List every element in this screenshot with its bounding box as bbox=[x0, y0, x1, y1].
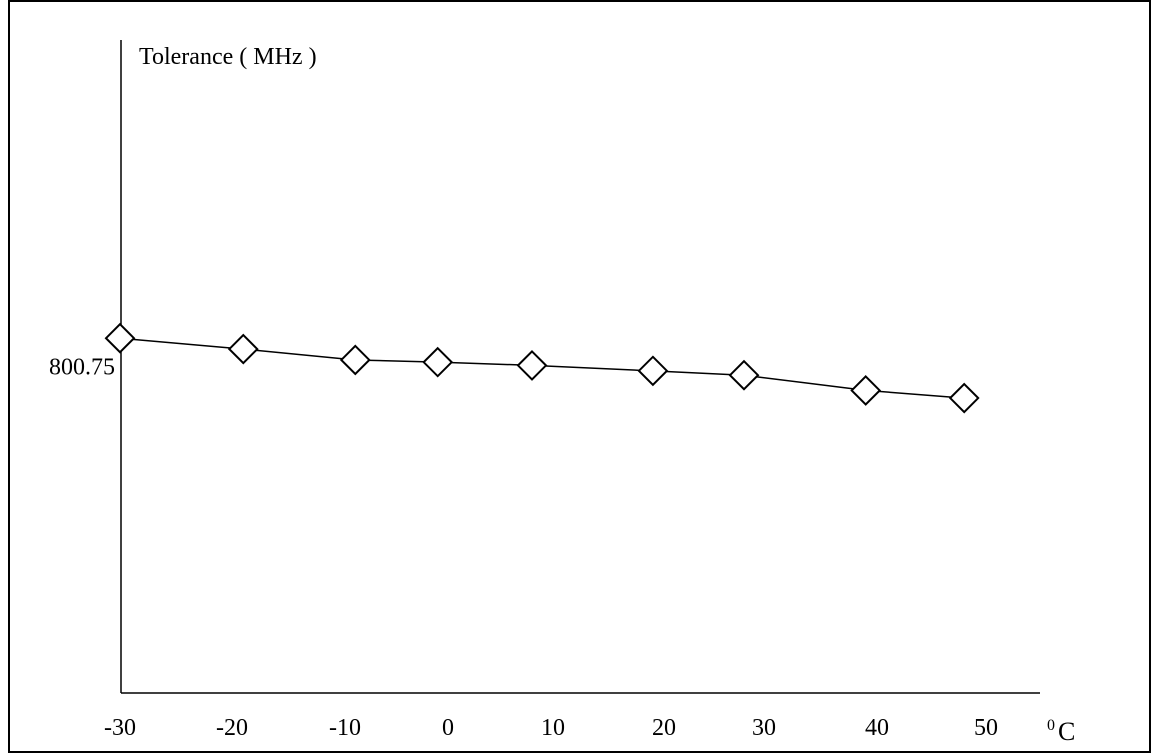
series-layer bbox=[104, 322, 980, 414]
chart-border bbox=[8, 0, 1151, 753]
data-point-marker bbox=[850, 375, 882, 406]
x-tick-label: 30 bbox=[752, 715, 776, 741]
x-tick-label: 10 bbox=[541, 715, 565, 741]
x-axis-unit-label: C bbox=[1058, 717, 1075, 746]
data-point-marker bbox=[339, 344, 371, 376]
data-point-marker bbox=[637, 355, 669, 387]
y-ticks: 800.75 bbox=[49, 355, 115, 381]
data-point-marker bbox=[104, 322, 136, 354]
x-tick-label: 0 bbox=[442, 715, 454, 741]
data-point-marker bbox=[227, 333, 259, 365]
data-point-marker bbox=[948, 382, 980, 414]
data-point-marker bbox=[422, 346, 454, 378]
x-tick-label: 20 bbox=[652, 715, 676, 741]
x-tick-label: -30 bbox=[104, 715, 136, 741]
y-tick-label: 800.75 bbox=[49, 355, 115, 381]
axes bbox=[120, 40, 1040, 694]
y-axis-label: Tolerance ( MHz ) bbox=[139, 44, 317, 70]
x-axis-unit-superscript: 0 bbox=[1047, 717, 1055, 734]
x-tick-label: 50 bbox=[974, 715, 998, 741]
x-tick-label: -10 bbox=[329, 715, 361, 741]
x-tick-label: 40 bbox=[865, 715, 889, 741]
x-ticks: -30 -20 -10 0 10 20 30 40 50 bbox=[104, 715, 998, 741]
data-point-marker bbox=[728, 359, 760, 391]
data-point-marker bbox=[516, 349, 548, 381]
x-tick-label: -20 bbox=[216, 715, 248, 741]
x-axis-unit: 0 C bbox=[1047, 717, 1075, 746]
